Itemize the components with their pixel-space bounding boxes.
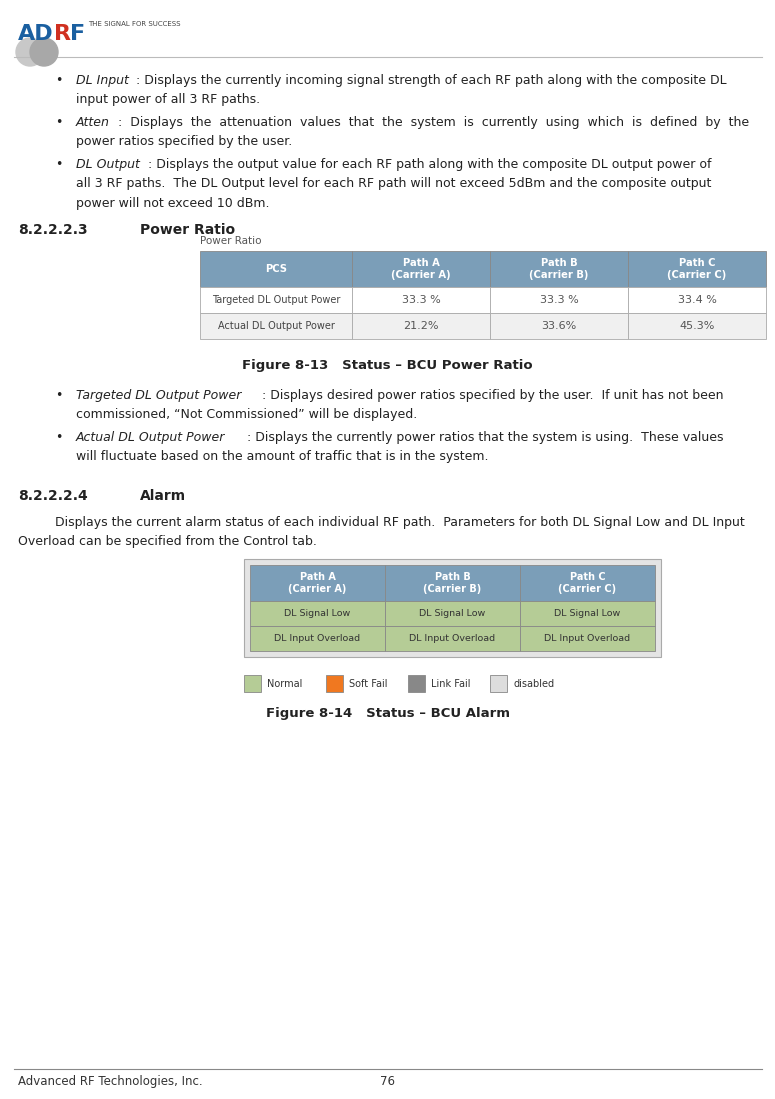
Bar (628, 251, 766, 287)
Text: Path B
(Carrier B): Path B (Carrier B) (423, 573, 481, 595)
Bar (385, 566, 520, 601)
Text: Alarm: Alarm (140, 489, 186, 503)
Text: 33.4 %: 33.4 % (677, 295, 716, 306)
Text: 8.2.2.2.4: 8.2.2.2.4 (18, 489, 88, 503)
Bar (352, 251, 490, 287)
Bar (326, 676, 343, 692)
Text: power ratios specified by the user.: power ratios specified by the user. (76, 135, 292, 148)
Text: •: • (55, 74, 62, 87)
Text: Path C
(Carrier C): Path C (Carrier C) (559, 573, 617, 595)
Text: DL Input: DL Input (76, 74, 129, 87)
Circle shape (30, 38, 58, 66)
Bar (244, 559, 661, 657)
Text: 8.2.2.2.3: 8.2.2.2.3 (18, 223, 88, 237)
Bar (250, 626, 385, 652)
Text: 33.6%: 33.6% (542, 321, 577, 331)
Bar (250, 601, 385, 626)
Text: disabled: disabled (513, 679, 554, 689)
Bar (520, 601, 655, 626)
Text: 21.2%: 21.2% (403, 321, 439, 331)
Text: : Displays desired power ratios specified by the user.  If unit has not been: : Displays desired power ratios specifie… (262, 389, 724, 402)
Text: Figure 8-14   Status – BCU Alarm: Figure 8-14 Status – BCU Alarm (266, 708, 509, 721)
Text: power will not exceed 10 dBm.: power will not exceed 10 dBm. (76, 197, 270, 210)
Text: Soft Fail: Soft Fail (349, 679, 388, 689)
Bar (628, 313, 766, 338)
Bar (200, 287, 352, 313)
Text: 33.3 %: 33.3 % (539, 295, 578, 306)
Text: R: R (54, 24, 71, 44)
Bar (408, 676, 425, 692)
Text: : Displays the currently power ratios that the system is using.  These values: : Displays the currently power ratios th… (247, 431, 724, 444)
Text: Power Ratio: Power Ratio (200, 236, 261, 246)
Text: DL Signal Low: DL Signal Low (554, 610, 621, 619)
Text: Power Ratio: Power Ratio (140, 223, 235, 237)
Text: input power of all 3 RF paths.: input power of all 3 RF paths. (76, 93, 260, 107)
Text: Normal: Normal (267, 679, 302, 689)
Text: DL Input Overload: DL Input Overload (544, 634, 631, 644)
Text: Link Fail: Link Fail (431, 679, 470, 689)
Bar (490, 251, 628, 287)
Text: F: F (70, 24, 85, 44)
Text: Figure 8-13   Status – BCU Power Ratio: Figure 8-13 Status – BCU Power Ratio (242, 359, 533, 371)
Circle shape (16, 38, 44, 66)
Text: DL Signal Low: DL Signal Low (419, 610, 486, 619)
Text: commissioned, “Not Commissioned” will be displayed.: commissioned, “Not Commissioned” will be… (76, 409, 417, 422)
Text: Actual DL Output Power: Actual DL Output Power (76, 431, 226, 444)
Text: DL Input Overload: DL Input Overload (274, 634, 360, 644)
Text: Targeted DL Output Power: Targeted DL Output Power (212, 295, 340, 306)
Bar (385, 626, 520, 652)
Text: PCS: PCS (265, 264, 287, 274)
Text: DL Signal Low: DL Signal Low (284, 610, 350, 619)
Text: Overload can be specified from the Control tab.: Overload can be specified from the Contr… (18, 535, 317, 548)
Text: 33.3 %: 33.3 % (401, 295, 440, 306)
Text: Targeted DL Output Power: Targeted DL Output Power (76, 389, 241, 402)
Text: 45.3%: 45.3% (680, 321, 715, 331)
Text: 76: 76 (380, 1075, 395, 1088)
Text: •: • (55, 116, 62, 129)
Text: •: • (55, 158, 62, 171)
Text: Atten: Atten (76, 116, 110, 129)
Text: THE SIGNAL FOR SUCCESS: THE SIGNAL FOR SUCCESS (88, 21, 181, 27)
Text: : Displays the output value for each RF path along with the composite DL output : : Displays the output value for each RF … (148, 158, 711, 171)
Text: AD: AD (18, 24, 53, 44)
Bar (200, 313, 352, 338)
Text: Path C
(Carrier C): Path C (Carrier C) (667, 258, 727, 280)
Text: : Displays the currently incoming signal strength of each RF path along with the: : Displays the currently incoming signal… (136, 74, 727, 87)
Text: Actual DL Output Power: Actual DL Output Power (218, 321, 335, 331)
Text: Advanced RF Technologies, Inc.: Advanced RF Technologies, Inc. (18, 1075, 202, 1088)
Bar (244, 676, 261, 692)
Bar (250, 566, 385, 601)
Text: DL Output: DL Output (76, 158, 140, 171)
Text: •: • (55, 431, 62, 444)
Text: :  Displays  the  attenuation  values  that  the  system  is  currently  using  : : Displays the attenuation values that t… (118, 116, 749, 129)
Bar (490, 287, 628, 313)
Bar (520, 566, 655, 601)
Bar (352, 287, 490, 313)
Text: Displays the current alarm status of each individual RF path.  Parameters for bo: Displays the current alarm status of eac… (55, 517, 745, 529)
Text: Path A
(Carrier A): Path A (Carrier A) (288, 573, 346, 595)
Bar (628, 287, 766, 313)
Text: will fluctuate based on the amount of traffic that is in the system.: will fluctuate based on the amount of tr… (76, 451, 488, 464)
Bar (490, 676, 507, 692)
Text: all 3 RF paths.  The DL Output level for each RF path will not exceed 5dBm and t: all 3 RF paths. The DL Output level for … (76, 178, 711, 190)
Bar (200, 251, 352, 287)
Bar (352, 313, 490, 338)
Text: DL Input Overload: DL Input Overload (409, 634, 495, 644)
Text: •: • (55, 389, 62, 402)
Text: Path B
(Carrier B): Path B (Carrier B) (529, 258, 589, 280)
Text: Path A
(Carrier A): Path A (Carrier A) (391, 258, 451, 280)
Bar (520, 626, 655, 652)
Bar (490, 313, 628, 338)
Bar (385, 601, 520, 626)
